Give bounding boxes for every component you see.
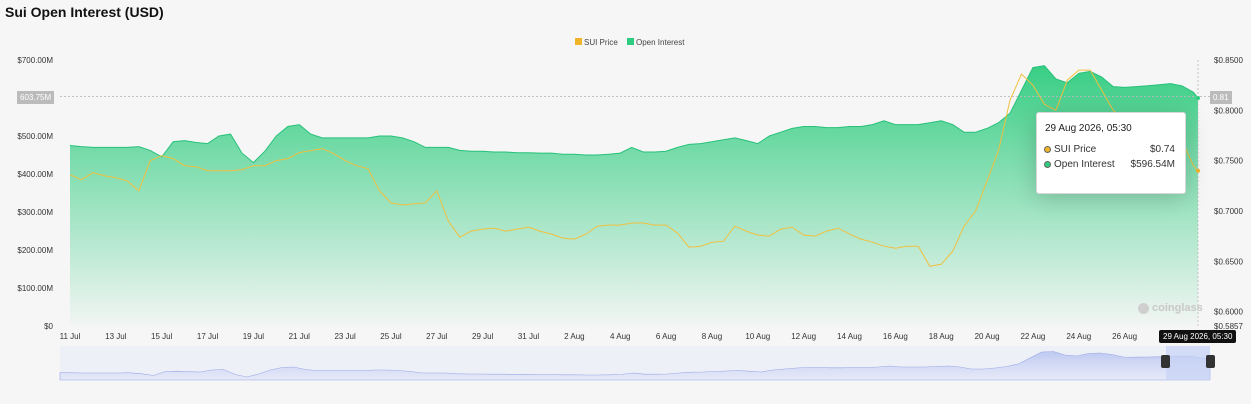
coinglass-logo: coinglass (1138, 302, 1203, 314)
y-left-tick-label: $300.00M (17, 208, 53, 217)
x-tick-label: 15 Jul (151, 332, 173, 341)
x-tick-label: 24 Aug (1066, 332, 1091, 341)
x-tick-label: 2 Aug (564, 332, 584, 341)
y-left-tick-label: $200.00M (17, 246, 53, 255)
y-right-tick-label: $0.5857 (1214, 322, 1243, 331)
x-tick-label: 8 Aug (702, 332, 722, 341)
y-left-tick-label: $100.00M (17, 284, 53, 293)
crosshair-x-label: 29 Aug 2026, 05:30 (1159, 330, 1237, 343)
y-left-tick-label: $500.00M (17, 132, 53, 141)
x-tick-label: 27 Jul (426, 332, 448, 341)
crosshair-right-label: 0.81 (1210, 91, 1232, 104)
x-tick-label: 21 Jul (289, 332, 311, 341)
navigator-area (59, 351, 1211, 381)
tooltip-value: $0.74 (1149, 143, 1175, 155)
oi-dot-icon (1044, 160, 1051, 168)
oi-point (1196, 96, 1200, 100)
y-right-tick-label: $0.7000 (1214, 207, 1243, 216)
x-tick-label: 17 Jul (197, 332, 219, 341)
x-tick-label: 13 Jul (105, 332, 127, 341)
x-tick-label: 18 Aug (929, 332, 954, 341)
tooltip-label: Open Interest (1054, 158, 1115, 170)
legend-swatch (627, 38, 634, 45)
x-tick-label: 20 Aug (975, 332, 1000, 341)
x-tick-label: 31 Jul (518, 332, 540, 341)
tooltip-label: SUI Price (1054, 143, 1097, 155)
x-tick-label: 22 Aug (1020, 332, 1045, 341)
oi-area (70, 65, 1198, 326)
x-tick-label: 14 Aug (837, 332, 862, 341)
navigator-handle-left[interactable] (1161, 355, 1170, 368)
x-tick-label: 6 Aug (656, 332, 676, 341)
tooltip-row-oi: Open Interest $596.54M (1044, 157, 1175, 171)
y-left-tick-label: $700.00M (17, 56, 53, 65)
navigator-selection (1166, 346, 1210, 380)
x-tick-label: 4 Aug (610, 332, 630, 341)
y-right-tick-label: $0.6000 (1214, 308, 1243, 317)
navigator-handle-right[interactable] (1206, 355, 1215, 368)
crosshair-left-label: 603.75M (17, 91, 55, 104)
x-tick-label: 11 Jul (60, 332, 81, 341)
y-left-tick-label: $0 (44, 322, 53, 331)
x-tick-label: 19 Jul (243, 332, 265, 341)
price-line (69, 69, 1199, 267)
price-dot-icon (1044, 145, 1051, 153)
tooltip: 29 Aug 2026, 05:30 SUI Price $0.74 Open … (1036, 112, 1186, 194)
x-tick-label: 23 Jul (334, 332, 356, 341)
legend-swatch (575, 38, 582, 45)
x-tick-label: 29 Jul (472, 332, 494, 341)
y-right-tick-label: $0.8500 (1214, 56, 1243, 65)
y-right-tick-label: $0.8000 (1214, 106, 1243, 115)
x-tick-label: 16 Aug (883, 332, 908, 341)
x-tick-label: 12 Aug (791, 332, 816, 341)
legend-label: Open Interest (636, 38, 685, 47)
x-tick-label: 26 Aug (1112, 332, 1137, 341)
legend-label: SUI Price (584, 38, 618, 47)
coinglass-icon (1138, 302, 1149, 314)
x-tick-label: 25 Jul (380, 332, 402, 341)
price-point (1196, 168, 1200, 173)
y-right-tick-label: $0.7500 (1214, 157, 1243, 166)
page-title: Sui Open Interest (USD) (5, 4, 164, 20)
x-tick-label: 10 Aug (745, 332, 770, 341)
tooltip-value: $596.54M (1130, 158, 1175, 170)
oi-line (69, 65, 1199, 164)
tooltip-row-price: SUI Price $0.74 (1044, 142, 1175, 156)
y-right-tick-label: $0.6500 (1214, 257, 1243, 266)
tooltip-date: 29 Aug 2026, 05:30 (1045, 123, 1132, 134)
y-left-tick-label: $400.00M (17, 170, 53, 179)
